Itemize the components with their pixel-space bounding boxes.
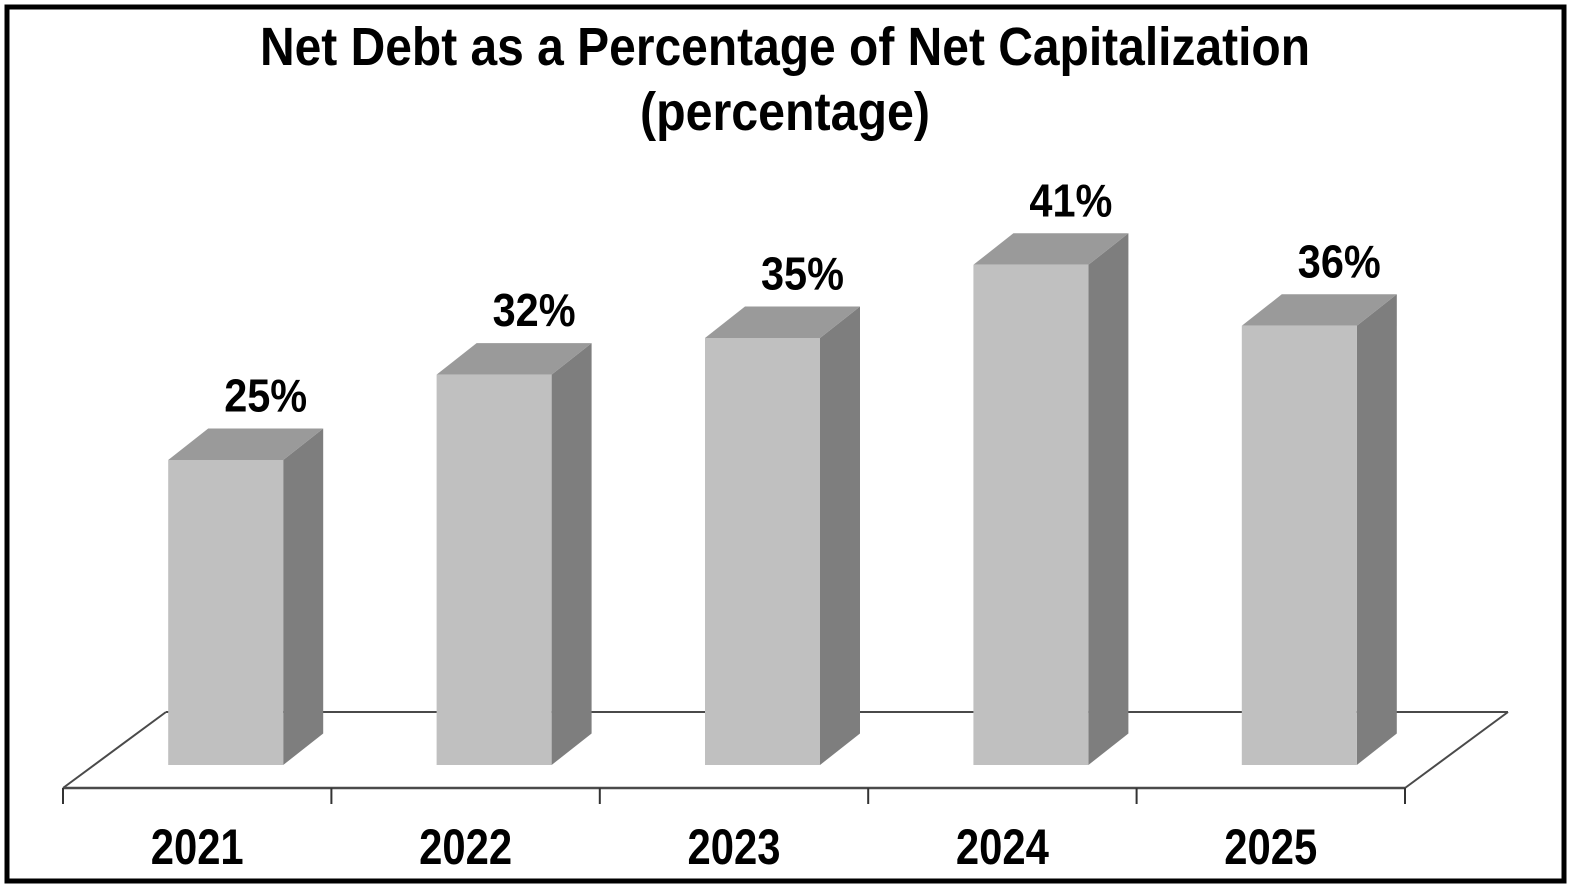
bar-side-face <box>1088 233 1129 766</box>
chart-title: Net Debt as a Percentage of Net Capitali… <box>260 17 1310 77</box>
bar-side-face <box>551 343 592 765</box>
bar-top-face <box>1241 294 1397 326</box>
bar-top-face <box>705 306 860 338</box>
chart-subtitle: (percentage) <box>640 82 930 142</box>
category-label: 2023 <box>688 819 781 875</box>
category-label: 2021 <box>151 819 244 875</box>
bar-value-label: 25% <box>224 370 307 422</box>
bar-front-face <box>705 338 820 765</box>
bar-front-face <box>168 460 284 765</box>
bar-front-face <box>1241 325 1357 765</box>
plot-area: 25% 2021 32% 2022 35% 2023 41% 2024 36% 2025 <box>62 174 1509 875</box>
category-label: 2025 <box>1224 819 1317 875</box>
bar-value-label: 32% <box>493 284 576 336</box>
floor-left-edge <box>62 711 167 789</box>
bar-top-face <box>436 343 592 375</box>
bar-value-label: 41% <box>1029 174 1112 226</box>
bar-top-face <box>973 233 1129 265</box>
bar-top-face <box>168 428 324 460</box>
bar-front-face <box>973 264 1089 765</box>
floor-right-edge <box>1404 711 1509 789</box>
chart-border <box>4 4 1567 884</box>
category-label: 2024 <box>956 819 1049 875</box>
bar-side-face <box>820 306 860 765</box>
bar-front-face <box>436 374 552 765</box>
category-label: 2022 <box>419 819 512 875</box>
bar-value-label: 35% <box>761 248 844 300</box>
bar-side-face <box>283 428 324 765</box>
bar-side-face <box>1356 294 1397 765</box>
bar-value-label: 36% <box>1298 235 1381 287</box>
